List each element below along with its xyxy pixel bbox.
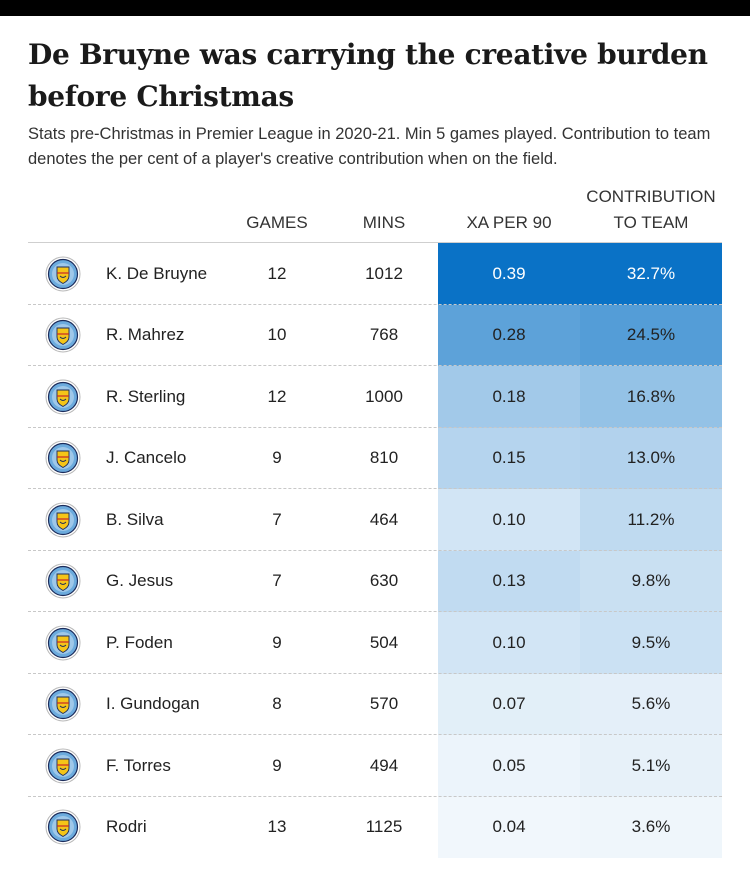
contribution-cell: 16.8% bbox=[580, 366, 722, 428]
header-divider bbox=[28, 242, 722, 243]
player-name: R. Mahrez bbox=[106, 325, 185, 345]
table-row: Rodri 13 1125 0.04 3.6% bbox=[0, 796, 750, 858]
table-row: K. De Bruyne 12 1012 0.39 32.7% bbox=[0, 243, 750, 305]
table-row: I. Gundogan 8 570 0.07 5.6% bbox=[0, 673, 750, 735]
player-name: Rodri bbox=[106, 817, 147, 837]
games-cell: 9 bbox=[272, 755, 282, 775]
manchester-city-crest-icon bbox=[45, 256, 81, 292]
games-cell: 9 bbox=[272, 632, 282, 652]
xa-per-90-cell: 0.10 bbox=[438, 612, 580, 674]
manchester-city-crest-icon bbox=[45, 440, 81, 476]
contribution-cell: 32.7% bbox=[580, 243, 722, 305]
player-name: R. Sterling bbox=[106, 386, 186, 406]
contribution-cell: 13.0% bbox=[580, 427, 722, 489]
table-row: J. Cancelo 9 810 0.15 13.0% bbox=[0, 427, 750, 489]
row-divider bbox=[28, 734, 722, 735]
mins-cell: 1000 bbox=[365, 386, 403, 406]
games-cell: 7 bbox=[272, 509, 282, 529]
row-divider bbox=[28, 549, 722, 551]
mins-cell: 570 bbox=[369, 694, 399, 714]
manchester-city-crest-icon bbox=[45, 317, 81, 353]
player-name: B. Silva bbox=[106, 509, 164, 529]
manchester-city-crest-icon bbox=[45, 809, 81, 845]
games-cell: 7 bbox=[272, 571, 282, 591]
contribution-cell: 9.8% bbox=[580, 550, 722, 612]
row-divider bbox=[28, 672, 722, 674]
player-name: P. Foden bbox=[106, 632, 173, 652]
manchester-city-crest-icon bbox=[45, 625, 81, 661]
table-row: P. Foden 9 504 0.10 9.5% bbox=[0, 612, 750, 674]
contribution-cell: 11.2% bbox=[580, 489, 722, 551]
games-cell: 9 bbox=[272, 448, 282, 468]
xa-per-90-cell: 0.10 bbox=[438, 489, 580, 551]
mins-cell: 810 bbox=[369, 448, 399, 468]
games-cell: 8 bbox=[272, 694, 282, 714]
xa-per-90-cell: 0.39 bbox=[438, 243, 580, 305]
xa-per-90-cell: 0.04 bbox=[438, 796, 580, 858]
mins-cell: 630 bbox=[369, 571, 399, 591]
mins-cell: 1012 bbox=[365, 263, 403, 283]
table-row: R. Mahrez 10 768 0.28 24.5% bbox=[0, 304, 750, 366]
table-row: B. Silva 7 464 0.10 11.2% bbox=[0, 489, 750, 551]
xa-per-90-cell: 0.15 bbox=[438, 427, 580, 489]
player-name: F. Torres bbox=[106, 755, 171, 775]
player-name: I. Gundogan bbox=[106, 694, 200, 714]
xa-per-90-cell: 0.07 bbox=[438, 673, 580, 735]
manchester-city-crest-icon bbox=[45, 379, 81, 415]
mins-cell: 1125 bbox=[365, 817, 403, 837]
xa-per-90-cell: 0.18 bbox=[438, 366, 580, 428]
chart-title: De Bruyne was carrying the creative burd… bbox=[28, 38, 708, 113]
column-header-contribution: CONTRIBUTION TO TEAM bbox=[586, 187, 716, 232]
xa-per-90-cell: 0.28 bbox=[438, 304, 580, 366]
mins-cell: 494 bbox=[369, 755, 399, 775]
manchester-city-crest-icon bbox=[45, 502, 81, 538]
contribution-cell: 9.5% bbox=[580, 612, 722, 674]
table-row: F. Torres 9 494 0.05 5.1% bbox=[0, 735, 750, 797]
contribution-cell: 5.6% bbox=[580, 673, 722, 735]
column-header-xa-per-90: XA PER 90 bbox=[466, 213, 552, 232]
row-divider bbox=[28, 795, 722, 797]
row-divider bbox=[28, 426, 722, 428]
xa-per-90-cell: 0.13 bbox=[438, 550, 580, 612]
row-divider bbox=[28, 488, 722, 489]
row-divider bbox=[28, 303, 722, 305]
chart-subtitle: Stats pre-Christmas in Premier League in… bbox=[28, 125, 711, 168]
player-name: J. Cancelo bbox=[106, 448, 187, 468]
row-divider bbox=[28, 611, 722, 612]
row-divider bbox=[28, 365, 722, 366]
column-header-mins: MINS bbox=[362, 213, 406, 232]
stats-table-body: K. De Bruyne 12 1012 0.39 32.7% R. Mahrez 10 76… bbox=[0, 243, 750, 858]
player-name: K. De Bruyne bbox=[106, 263, 208, 283]
table-row: R. Sterling 12 1000 0.18 16.8% bbox=[0, 366, 750, 428]
games-cell: 10 bbox=[267, 325, 287, 345]
manchester-city-crest-icon bbox=[45, 748, 81, 784]
column-header-games: GAMES bbox=[246, 213, 308, 232]
contribution-cell: 24.5% bbox=[580, 304, 722, 366]
games-cell: 12 bbox=[267, 386, 287, 406]
mins-cell: 504 bbox=[369, 632, 399, 652]
games-cell: 13 bbox=[267, 817, 287, 837]
player-name: G. Jesus bbox=[106, 571, 174, 591]
contribution-cell: 3.6% bbox=[580, 796, 722, 858]
mins-cell: 768 bbox=[369, 325, 399, 345]
table-row: G. Jesus 7 630 0.13 9.8% bbox=[0, 550, 750, 612]
manchester-city-crest-icon bbox=[45, 686, 81, 722]
top-bar bbox=[0, 0, 750, 16]
manchester-city-crest-icon bbox=[45, 563, 81, 599]
games-cell: 12 bbox=[267, 263, 287, 283]
xa-per-90-cell: 0.05 bbox=[438, 735, 580, 797]
contribution-cell: 5.1% bbox=[580, 735, 722, 797]
mins-cell: 464 bbox=[369, 509, 399, 529]
